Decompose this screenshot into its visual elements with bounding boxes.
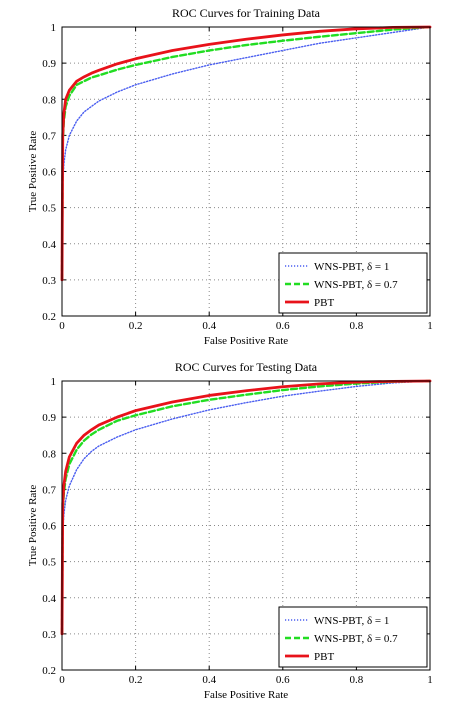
x-tick-label: 0.8 — [350, 320, 364, 332]
x-tick-label: 1 — [427, 320, 433, 332]
y-axis-label: True Positive Rate — [27, 131, 39, 213]
y-tick-label: 0.2 — [42, 311, 56, 323]
plot-border — [61, 380, 431, 671]
x-tick-label: 1 — [427, 674, 433, 686]
legend-label: PBT — [314, 651, 334, 663]
x-axis-label: False Positive Rate — [204, 335, 288, 347]
y-tick-label: 0.4 — [42, 239, 56, 251]
x-tick-label: 0 — [59, 674, 65, 686]
y-tick-label: 0.2 — [42, 665, 56, 677]
x-tick-label: 0.2 — [129, 320, 143, 332]
x-tick-label: 0.6 — [276, 320, 290, 332]
y-tick-label: 0.7 — [42, 130, 56, 142]
chart-title: ROC Curves for Testing Data — [175, 360, 318, 374]
legend-label: WNS-PBT, δ = 0.7 — [314, 633, 398, 645]
plot-border — [61, 26, 431, 317]
y-tick-label: 0.7 — [42, 484, 56, 496]
series-line-1 — [61, 380, 431, 635]
x-tick-label: 0.6 — [276, 674, 290, 686]
y-tick-label: 0.6 — [42, 521, 56, 533]
series-line-3 — [60, 25, 432, 282]
y-tick-label: 0.8 — [42, 448, 56, 460]
y-tick-label: 0.3 — [42, 629, 56, 641]
legend-label: WNS-PBT, δ = 0.7 — [314, 279, 398, 291]
legend-label: PBT — [314, 297, 334, 309]
roc-chart-2: 0 0.2 0.4 0.6 0.8 10.20.30.40.50.60.70.80.91R… — [27, 360, 433, 701]
x-tick-label: 0 — [59, 320, 65, 332]
legend-label: WNS-PBT, δ = 1 — [314, 261, 389, 273]
series-line-3 — [60, 379, 432, 636]
x-axis-label: False Positive Rate — [204, 689, 288, 701]
x-tick-label: 0.2 — [129, 674, 143, 686]
y-tick-label: 0.8 — [42, 94, 56, 106]
y-tick-label: 1 — [51, 376, 57, 388]
roc-chart-1: 0 0.2 0.4 0.6 0.8 10.20.30.40.50.60.70.80.91R… — [27, 6, 433, 347]
x-tick-label: 0.4 — [202, 674, 216, 686]
y-tick-label: 0.9 — [42, 412, 56, 424]
series-line-1 — [61, 26, 431, 281]
legend-label: WNS-PBT, δ = 1 — [314, 615, 389, 627]
y-tick-label: 0.5 — [42, 203, 56, 215]
legend: WNS-PBT, δ = 1 WNS-PBT, δ = 0.7 PBT — [278, 606, 428, 668]
y-axis-label: True Positive Rate — [27, 485, 39, 567]
legend: WNS-PBT, δ = 1 WNS-PBT, δ = 0.7 PBT — [278, 252, 428, 314]
x-tick-label: 0.4 — [202, 320, 216, 332]
y-tick-label: 0.5 — [42, 557, 56, 569]
y-tick-label: 0.9 — [42, 58, 56, 70]
y-tick-label: 0.3 — [42, 275, 56, 287]
chart-title: ROC Curves for Training Data — [172, 6, 321, 20]
y-tick-label: 0.6 — [42, 167, 56, 179]
x-tick-label: 0.8 — [350, 674, 364, 686]
y-tick-label: 1 — [51, 22, 57, 34]
y-tick-label: 0.4 — [42, 593, 56, 605]
